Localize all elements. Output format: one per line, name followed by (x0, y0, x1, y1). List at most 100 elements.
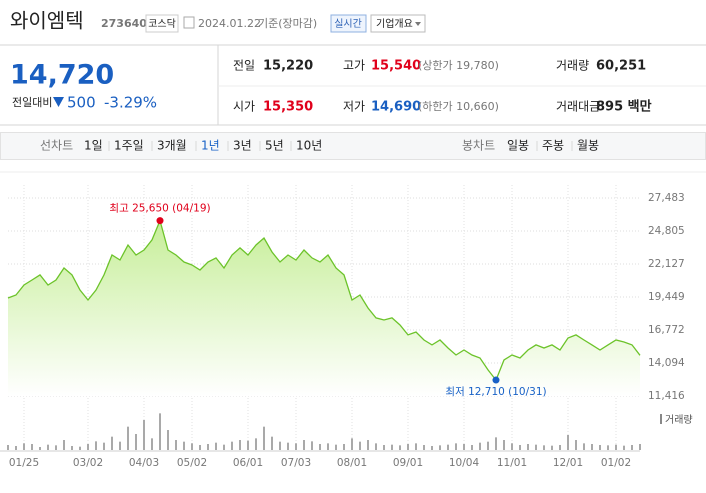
volume-bar (271, 436, 273, 450)
x-tick-label: 12/01 (553, 457, 583, 469)
y-tick-label: 14,094 (648, 357, 685, 369)
volume-bar (511, 443, 513, 450)
volume-bar (399, 445, 401, 450)
volume-bar (479, 442, 481, 450)
volume-bar (351, 438, 353, 450)
realtime-label[interactable]: 실시간 (334, 18, 362, 30)
volume-bar (63, 440, 65, 450)
period-tab[interactable]: 1일 (84, 139, 103, 153)
x-tick-label: 10/04 (449, 457, 480, 469)
volume-bar (367, 440, 369, 450)
realtime-badge[interactable] (330, 14, 367, 33)
volume-bar (287, 442, 289, 450)
company-dropdown[interactable] (370, 14, 426, 33)
volume-bar (111, 436, 113, 450)
quote-value: 15,540 (371, 59, 421, 74)
tab-group-label: 봉차트 (462, 139, 495, 153)
volume-bar (503, 440, 505, 450)
quote-label: 거래량 (556, 59, 589, 73)
company-label[interactable]: 기업개요 (376, 17, 413, 30)
volume-bar (631, 445, 633, 450)
quote-label: 고가 (343, 59, 365, 73)
volume-bar (639, 444, 641, 450)
volume-bar (23, 443, 25, 450)
volume-bar (383, 445, 385, 450)
volume-bar (439, 445, 441, 450)
volume-bar (567, 435, 569, 450)
y-tick-label: 22,127 (648, 258, 685, 270)
volume-bar (191, 443, 193, 450)
volume-bar (455, 443, 457, 450)
volume-bar (359, 441, 361, 450)
volume-bar (463, 444, 465, 450)
volume-bar (39, 447, 41, 450)
tab-bar (0, 132, 706, 160)
volume-bar (47, 444, 49, 450)
quote-value: 14,690 (371, 100, 421, 115)
current-price: 14,720 (10, 60, 114, 91)
volume-bar (407, 444, 409, 450)
change-rate: -3.29% (104, 94, 157, 112)
volume-bar (583, 443, 585, 450)
volume-bar (151, 438, 153, 450)
x-tick-label: 11/01 (497, 457, 527, 469)
volume-bar (143, 420, 145, 450)
volume-bar (535, 444, 537, 450)
period-tab[interactable]: 1년 (201, 139, 220, 153)
volume-bar (615, 444, 617, 450)
volume-bar (415, 443, 417, 450)
volume-bar (31, 444, 33, 450)
volume-bar (55, 445, 57, 450)
volume-bar (7, 445, 9, 450)
volume-bar (247, 440, 249, 450)
volume-bar (319, 444, 321, 450)
x-tick-label: 07/03 (281, 457, 311, 469)
candle-tab[interactable]: 주봉 (542, 139, 564, 153)
period-tab[interactable]: 5년 (265, 139, 284, 153)
period-tab[interactable]: 3개월 (157, 139, 187, 153)
volume-bar (79, 446, 81, 450)
volume-bar (199, 445, 201, 450)
quote-label: 저가 (343, 100, 365, 114)
volume-bar (375, 443, 377, 450)
volume-bar (431, 446, 433, 450)
volume-bar (167, 430, 169, 450)
price-area (8, 220, 640, 396)
y-tick-label: 19,449 (648, 291, 685, 303)
volume-bar (591, 444, 593, 450)
date: 2024.01.22 (198, 17, 261, 30)
candle-tab[interactable]: 월봉 (577, 139, 599, 153)
y-tick-label: 11,416 (648, 390, 685, 402)
volume-bar (87, 444, 89, 450)
volume-bar (543, 445, 545, 450)
quote-limit: (상한가 19,780) (418, 59, 499, 72)
high-label: 최고 25,650 (04/19) (109, 203, 210, 215)
calendar-icon (183, 16, 195, 29)
volume-bar (391, 444, 393, 450)
volume-bar (95, 441, 97, 450)
period-tab[interactable]: 3년 (233, 139, 252, 153)
down-arrow (53, 97, 64, 107)
volume-bar (239, 440, 241, 450)
volume-bar (447, 444, 449, 450)
volume-bar (423, 445, 425, 450)
high-marker (156, 217, 164, 225)
low-label: 최저 12,710 (10/31) (445, 386, 546, 398)
volume-bar (623, 445, 625, 450)
market-label: 코스닥 (148, 18, 176, 30)
volume-bar (183, 441, 185, 450)
quote-limit: (하한가 10,660) (418, 99, 499, 113)
x-tick-label: 08/01 (337, 457, 367, 469)
volume-bar (159, 413, 161, 450)
volume-legend-icon (660, 414, 662, 424)
period-tab[interactable]: 10년 (296, 139, 322, 153)
volume-bar (487, 441, 489, 450)
volume-bar (327, 443, 329, 450)
volume-bar (15, 446, 17, 450)
quote-value: 60,251 (596, 59, 646, 74)
volume-bar (495, 437, 497, 450)
candle-tab[interactable]: 일봉 (507, 139, 529, 153)
change-label: 전일대비 (12, 95, 52, 109)
period-tab[interactable]: 1주일 (114, 139, 144, 153)
